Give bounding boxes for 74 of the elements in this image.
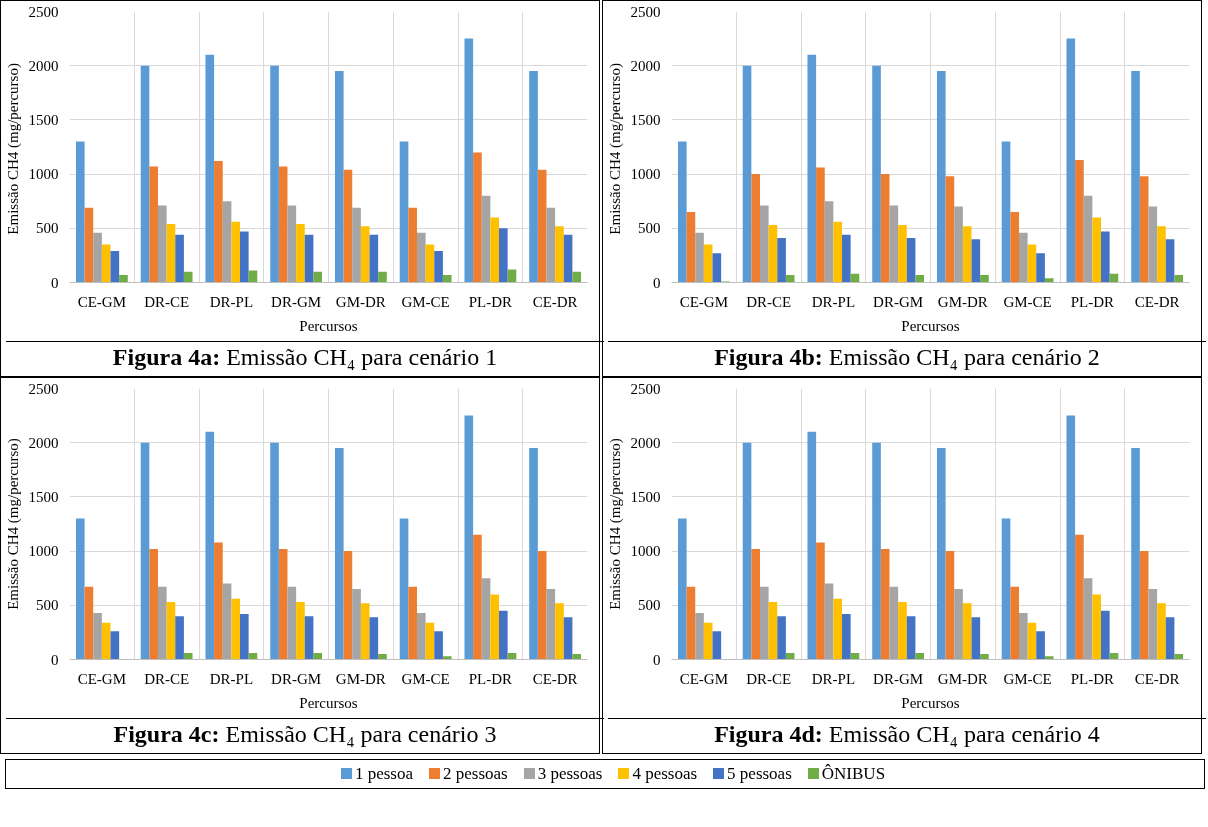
x-tick-label: CE-DR bbox=[532, 293, 578, 310]
x-tick-label: CE-DR bbox=[532, 670, 578, 687]
y-axis-title: Emissão CH4 (mg/percurso) bbox=[4, 63, 22, 235]
y-tick-label: 1000 bbox=[28, 166, 59, 183]
y-tick-label: 0 bbox=[51, 274, 59, 291]
x-tick-label: GM-DR bbox=[937, 293, 988, 310]
x-tick-label: GM-DR bbox=[335, 670, 386, 687]
y-tick-label: 500 bbox=[638, 220, 661, 237]
y-axis-title: Emissão CH4 (mg/percurso) bbox=[4, 438, 22, 610]
x-tick-label: CE-DR bbox=[1134, 293, 1180, 310]
x-tick-label: DR-GM bbox=[271, 670, 322, 687]
text: Figura 4c: Emissão CH₄ para cenário 3 bbox=[113, 720, 497, 749]
y-tick-label: 500 bbox=[36, 597, 59, 614]
y-tick-label: 500 bbox=[36, 220, 59, 237]
x-tick-label: DR-GM bbox=[271, 293, 322, 310]
x-tick-label: GM-CE bbox=[1003, 670, 1052, 687]
legend-label: 1 pessoa bbox=[354, 764, 413, 783]
x-tick-label: GM-DR bbox=[937, 670, 988, 687]
x-tick-label: DR-CE bbox=[144, 670, 190, 687]
x-tick-label: DR-CE bbox=[746, 670, 792, 687]
x-tick-label: DR-PL bbox=[811, 670, 856, 687]
legend-label: 5 pessoas bbox=[727, 764, 792, 783]
y-tick-label: 1000 bbox=[630, 166, 661, 183]
x-axis-title: Percursos bbox=[901, 694, 960, 711]
x-tick-label: DR-GM bbox=[873, 670, 924, 687]
y-tick-label: 0 bbox=[653, 274, 661, 291]
y-tick-label: 2000 bbox=[630, 57, 661, 74]
y-tick-label: 1500 bbox=[630, 111, 661, 128]
x-tick-label: CE-DR bbox=[1134, 670, 1180, 687]
y-tick-label: 1500 bbox=[28, 111, 59, 128]
y-tick-label: 2000 bbox=[28, 434, 59, 451]
legend-label: 4 pessoas bbox=[632, 764, 698, 783]
y-tick-label: 1500 bbox=[28, 488, 59, 505]
x-tick-label: DR-PL bbox=[209, 293, 254, 310]
y-tick-label: 2500 bbox=[630, 3, 661, 20]
y-axis-title: Emissão CH4 (mg/percurso) bbox=[606, 63, 624, 235]
text: Figura 4b: Emissão CH₄ para cenário 2 bbox=[714, 343, 1100, 372]
legend-label: ÔNIBUS bbox=[821, 764, 886, 783]
x-tick-label: DR-PL bbox=[811, 293, 856, 310]
x-tick-label: GM-DR bbox=[335, 293, 386, 310]
x-tick-label: CE-GM bbox=[679, 293, 729, 310]
y-tick-label: 1000 bbox=[630, 543, 661, 560]
y-tick-label: 2500 bbox=[28, 380, 59, 397]
x-tick-label: DR-CE bbox=[144, 293, 190, 310]
x-tick-label: GM-CE bbox=[401, 670, 450, 687]
x-tick-label: CE-GM bbox=[679, 670, 729, 687]
y-tick-label: 2000 bbox=[28, 57, 59, 74]
x-tick-label: CE-GM bbox=[77, 293, 127, 310]
x-tick-label: GM-CE bbox=[1003, 293, 1052, 310]
x-tick-label: PL-DR bbox=[1070, 670, 1115, 687]
y-axis-title: Emissão CH4 (mg/percurso) bbox=[606, 438, 624, 610]
y-tick-label: 0 bbox=[51, 651, 59, 668]
x-tick-label: PL-DR bbox=[468, 670, 513, 687]
text: Figura 4d: Emissão CH₄ para cenário 4 bbox=[714, 720, 1100, 749]
legend-label: 2 pessoas bbox=[442, 764, 508, 783]
y-tick-label: 0 bbox=[653, 651, 661, 668]
x-tick-label: PL-DR bbox=[1070, 293, 1115, 310]
y-tick-label: 2000 bbox=[630, 434, 661, 451]
x-tick-label: CE-GM bbox=[77, 670, 127, 687]
x-tick-label: DR-CE bbox=[746, 293, 792, 310]
x-axis-title: Percursos bbox=[901, 317, 960, 334]
x-tick-label: DR-PL bbox=[209, 670, 254, 687]
x-tick-label: PL-DR bbox=[468, 293, 513, 310]
y-tick-label: 2500 bbox=[28, 3, 59, 20]
y-tick-label: 1500 bbox=[630, 488, 661, 505]
text: Figura 4a: Emissão CH₄ para cenário 1 bbox=[112, 343, 498, 372]
x-axis-title: Percursos bbox=[299, 694, 358, 711]
y-tick-label: 2500 bbox=[630, 380, 661, 397]
legend-label: 3 pessoas bbox=[537, 764, 603, 783]
x-tick-label: GM-CE bbox=[401, 293, 450, 310]
x-tick-label: DR-GM bbox=[873, 293, 924, 310]
x-axis-title: Percursos bbox=[299, 317, 358, 334]
y-tick-label: 500 bbox=[638, 597, 661, 614]
y-tick-label: 1000 bbox=[28, 543, 59, 560]
